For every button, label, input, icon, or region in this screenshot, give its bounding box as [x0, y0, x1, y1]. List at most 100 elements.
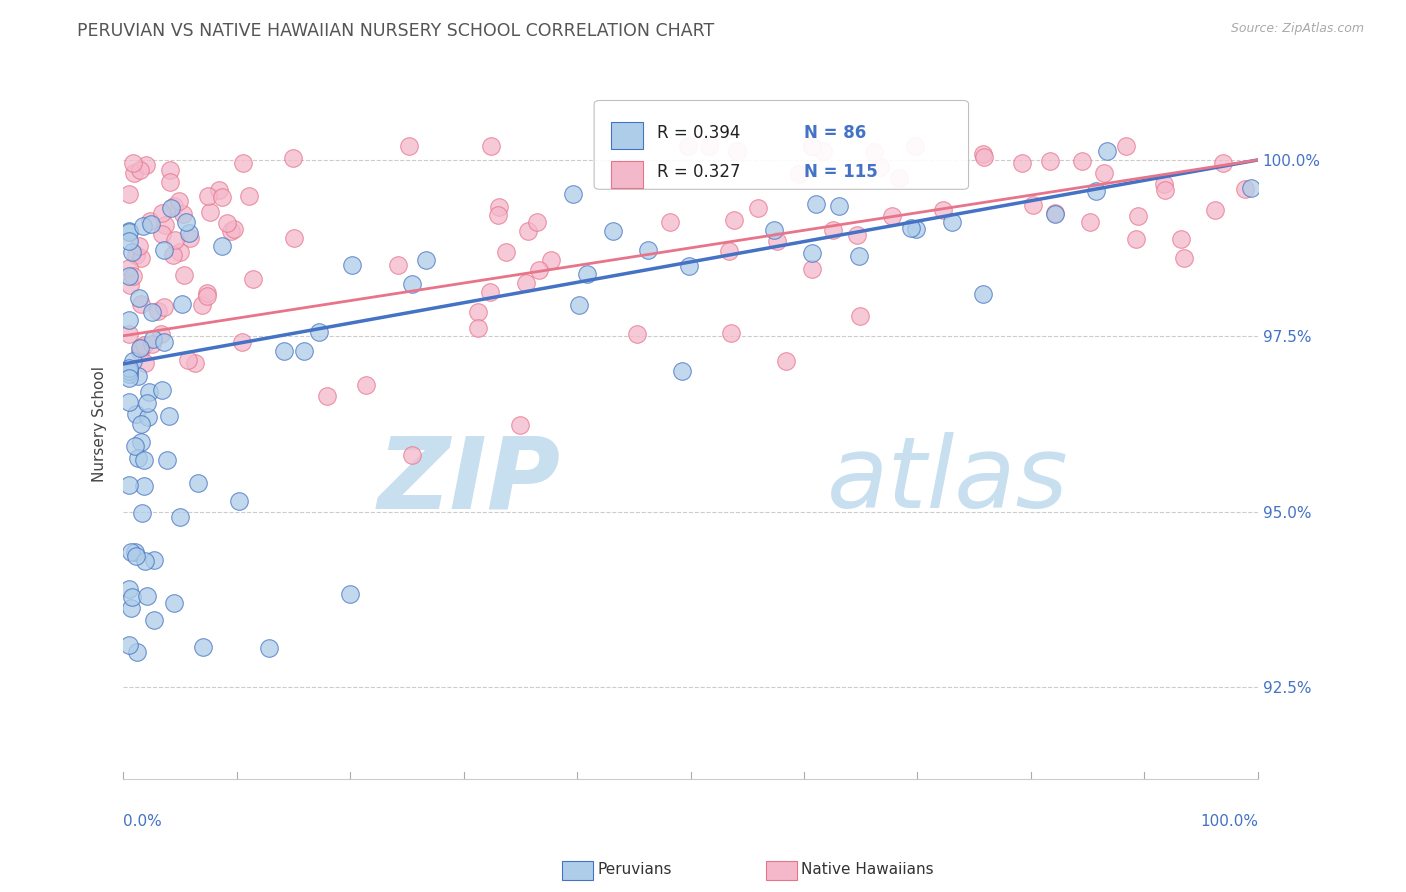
Text: N = 86: N = 86: [804, 124, 866, 142]
Point: [124, 439, 146, 453]
Point: [153, 243, 176, 257]
Point: [316, 389, 339, 403]
Point: [292, 343, 315, 358]
Point: [717, 244, 740, 258]
Point: [139, 214, 162, 228]
Point: [169, 510, 191, 524]
Point: [787, 167, 810, 181]
Point: [257, 641, 280, 656]
Point: [811, 144, 834, 158]
Point: [170, 296, 193, 310]
Point: [138, 385, 160, 400]
Point: [122, 156, 145, 170]
Point: [129, 341, 152, 355]
Point: [1153, 177, 1175, 191]
Point: [626, 327, 648, 342]
Point: [118, 260, 141, 275]
Point: [172, 207, 194, 221]
Point: [125, 549, 148, 564]
Point: [637, 243, 659, 257]
Point: [156, 453, 179, 467]
Point: [118, 395, 141, 409]
Point: [800, 261, 823, 276]
Point: [887, 170, 910, 185]
Point: [973, 150, 995, 164]
Point: [849, 309, 872, 323]
Point: [150, 227, 173, 242]
Point: [135, 395, 157, 409]
Point: [142, 613, 165, 627]
Point: [134, 337, 156, 351]
Point: [191, 298, 214, 312]
Text: R = 0.394: R = 0.394: [657, 124, 740, 142]
Text: Peruvians: Peruvians: [598, 863, 672, 877]
Point: [800, 245, 823, 260]
Point: [127, 450, 149, 465]
Point: [1011, 155, 1033, 169]
Point: [495, 245, 517, 260]
Point: [162, 199, 184, 213]
Point: [281, 152, 304, 166]
Point: [121, 590, 143, 604]
Point: [129, 345, 152, 359]
Point: [1234, 182, 1257, 196]
Point: [763, 223, 786, 237]
Point: [118, 364, 141, 378]
Point: [162, 597, 184, 611]
Point: [173, 268, 195, 282]
Point: [568, 298, 591, 312]
Point: [150, 205, 173, 219]
Point: [467, 304, 489, 318]
Point: [159, 175, 181, 189]
Point: [478, 285, 501, 299]
Point: [1021, 198, 1043, 212]
Point: [150, 383, 173, 397]
Point: [880, 209, 903, 223]
Text: 0.0%: 0.0%: [124, 814, 162, 829]
Point: [775, 354, 797, 368]
Point: [231, 335, 253, 350]
Point: [135, 158, 157, 172]
Point: [121, 354, 143, 368]
Point: [132, 219, 155, 233]
Point: [273, 344, 295, 359]
Point: [167, 194, 190, 208]
Point: [697, 139, 720, 153]
Point: [387, 258, 409, 272]
Point: [125, 408, 148, 422]
Point: [972, 287, 994, 301]
Point: [904, 139, 927, 153]
Point: [932, 202, 955, 217]
Point: [1205, 202, 1227, 217]
Point: [134, 553, 156, 567]
Point: [354, 378, 377, 392]
Y-axis label: Nursery School: Nursery School: [93, 366, 107, 482]
Point: [602, 224, 624, 238]
Point: [801, 139, 824, 153]
Point: [177, 353, 200, 368]
Point: [121, 244, 143, 259]
Point: [120, 545, 142, 559]
Point: [198, 204, 221, 219]
Point: [129, 296, 152, 310]
Point: [129, 435, 152, 450]
Point: [208, 183, 231, 197]
Point: [128, 291, 150, 305]
Point: [142, 332, 165, 346]
Point: [720, 326, 742, 341]
Point: [122, 268, 145, 283]
Point: [540, 253, 562, 268]
Point: [162, 248, 184, 262]
Point: [124, 248, 146, 262]
Point: [217, 216, 239, 230]
Point: [187, 475, 209, 490]
Point: [1045, 207, 1067, 221]
Point: [526, 214, 548, 228]
Point: [671, 364, 693, 378]
Bar: [612, 161, 643, 187]
Point: [283, 231, 305, 245]
Point: [127, 369, 149, 384]
Point: [159, 163, 181, 178]
Point: [339, 587, 361, 601]
Text: R = 0.327: R = 0.327: [657, 162, 740, 181]
